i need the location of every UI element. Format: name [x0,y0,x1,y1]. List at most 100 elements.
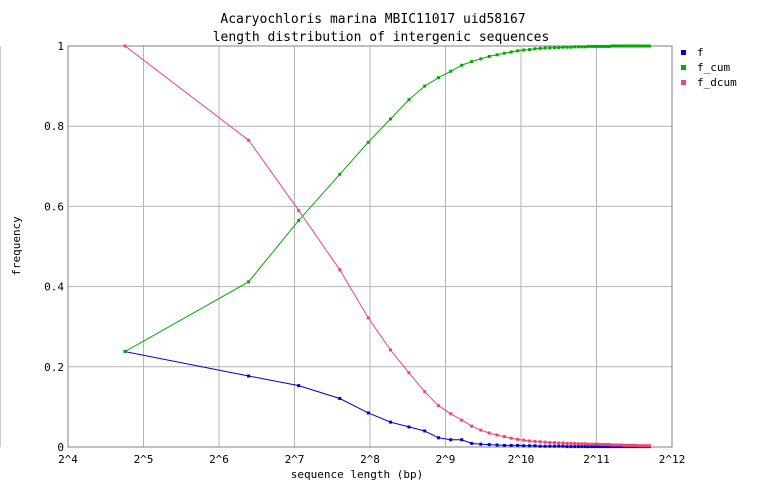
data-point [366,140,370,144]
data-point [631,44,635,48]
data-point [338,268,342,272]
data-point [583,445,587,449]
data-point [123,44,127,48]
data-point [647,44,651,48]
series-f-cum [123,44,651,354]
data-point [538,444,542,448]
data-point [527,48,531,52]
data-point [495,433,499,437]
data-point [460,438,464,442]
data-point [502,443,506,447]
x-tick-label: 2^11 [583,453,610,466]
data-point [449,438,453,442]
data-point [583,45,587,49]
data-point [247,138,251,142]
legend-label: f_cum [697,61,730,74]
data-point [502,51,506,55]
x-tick-label: 2^7 [285,453,305,466]
data-point [552,46,556,50]
legend-label: f [697,46,704,59]
data-point [366,316,370,320]
y-axis-label: frequency [10,216,23,276]
data-point [479,428,483,432]
data-point [569,45,573,49]
series-f-dcum [123,44,651,448]
data-point [620,443,624,447]
legend-marker [681,65,686,70]
data-point [573,445,577,449]
data-point [625,44,629,48]
data-point [557,46,561,50]
data-point [561,444,565,448]
data-point [620,445,624,449]
data-point [552,444,556,448]
data-point [247,280,251,284]
data-point [527,444,531,448]
series-f [123,350,651,449]
legend-entry: f_cum [681,61,730,74]
data-point [565,45,569,49]
data-point [552,441,556,445]
data-point [622,443,626,447]
data-point [516,49,520,53]
data-point [533,439,537,443]
data-point [590,445,594,449]
data-point [587,44,591,48]
data-point [533,47,537,51]
data-point [509,436,513,440]
data-point [607,445,611,449]
data-point [569,441,573,445]
data-point [583,442,587,446]
data-point [297,384,301,388]
data-point [640,44,644,48]
data-point [338,172,342,176]
legend-label: f_dcum [697,76,737,89]
data-point [620,44,624,48]
x-tick-label: 2^4 [58,453,78,466]
data-point [522,444,526,448]
data-point [627,44,631,48]
data-point [388,348,392,352]
data-point [423,84,427,88]
data-point [516,443,520,447]
data-point [625,443,629,447]
data-point [576,445,580,449]
data-point [548,46,552,50]
data-point [436,404,440,408]
data-point [629,443,633,447]
data-point [565,445,569,449]
data-point [557,444,561,448]
data-point [407,425,411,429]
data-point [557,441,561,445]
chart-title: Acaryochloris marina MBIC11017 uid58167 [220,12,525,27]
data-point [470,60,474,64]
x-tick-label: 2^5 [134,453,154,466]
data-point [587,442,591,446]
data-point [538,440,542,444]
data-point [495,53,499,57]
data-point [602,445,606,449]
data-point [479,442,483,446]
x-tick-label: 2^9 [436,453,456,466]
series-line [124,45,650,447]
data-point [615,445,619,449]
data-point [460,63,464,67]
x-axis-label: sequence length (bp) [291,468,423,481]
legend-entry: f [681,46,704,59]
data-point [297,208,301,212]
y-tick-label: 1 [57,40,64,53]
x-tick-label: 2^6 [209,453,229,466]
data-point [647,444,651,448]
data-point [123,350,127,354]
series-group [123,44,651,449]
data-point [479,57,483,61]
data-point [573,45,577,49]
data-point [596,44,600,48]
y-tick-label: 0.6 [44,200,64,213]
data-point [615,443,619,447]
data-point [629,44,633,48]
data-point [599,44,603,48]
data-point [615,44,619,48]
data-point [338,396,342,400]
